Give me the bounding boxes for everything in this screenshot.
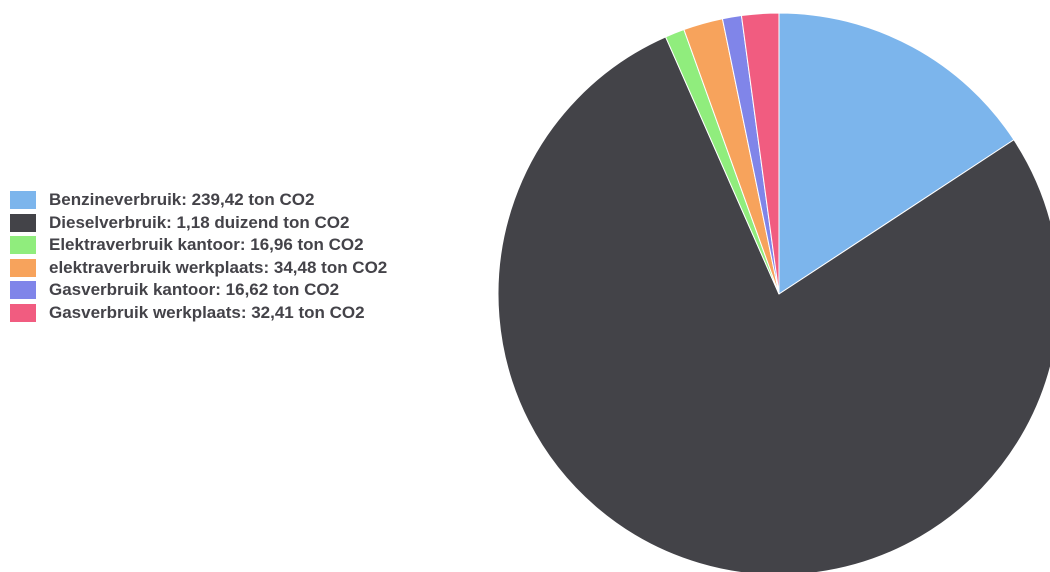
pie-slice-1[interactable] [778,12,1015,295]
legend-item[interactable]: elektraverbruik werkplaats: 34,48 ton CO… [10,257,387,280]
legend-swatch [10,281,36,300]
legend-label: Gasverbruik kantoor: 16,62 ton CO2 [49,280,340,300]
legend-swatch [10,258,36,277]
legend-item[interactable]: Benzineverbruik: 239,42 ton CO2 [10,189,387,212]
pie-slice-6[interactable] [740,12,780,295]
legend-label: Gasverbruik werkplaats: 32,41 ton CO2 [49,302,365,322]
legend-swatch [10,213,36,232]
pie-slice-2[interactable] [497,36,1050,572]
legend-item[interactable]: Dieselverbruik: 1,18 duizend ton CO2 [10,212,387,235]
legend-swatch [10,191,36,210]
chart-legend: Benzineverbruik: 239,42 ton CO2 Dieselver… [10,189,387,324]
legend-item[interactable]: Elektraverbruik kantoor: 16,96 ton CO2 [10,234,387,257]
legend-label: Benzineverbruik: 239,42 ton CO2 [49,190,315,210]
legend-label: Elektraverbruik kantoor: 16,96 ton CO2 [49,235,364,255]
legend-label: Dieselverbruik: 1,18 duizend ton CO2 [49,212,350,232]
legend-swatch [10,303,36,322]
legend-swatch [10,236,36,255]
legend-item[interactable]: Gasverbruik werkplaats: 32,41 ton CO2 [10,302,387,325]
legend-label: elektraverbruik werkplaats: 34,48 ton CO… [49,257,388,277]
legend-item[interactable]: Gasverbruik kantoor: 16,62 ton CO2 [10,279,387,302]
